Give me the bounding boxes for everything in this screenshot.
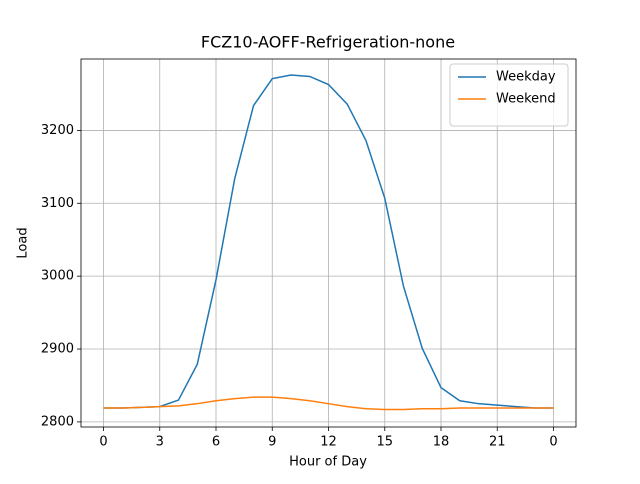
plot-frame xyxy=(80,58,577,428)
x-tick-label: 3 xyxy=(156,435,164,450)
x-axis-label: Hour of Day xyxy=(289,455,367,470)
y-tick-label: 2900 xyxy=(41,342,74,357)
x-tick-label: 0 xyxy=(549,435,557,450)
y-tick-label: 3200 xyxy=(41,123,74,138)
x-tick-label: 12 xyxy=(320,435,337,450)
x-tick-label: 21 xyxy=(489,435,506,450)
legend-label: Weekday xyxy=(496,70,556,85)
y-tick-label: 3100 xyxy=(41,196,74,211)
chart-title: FCZ10-AOFF-Refrigeration-none xyxy=(201,33,455,52)
x-tick-label: 0 xyxy=(99,435,107,450)
x-tick-label: 9 xyxy=(268,435,276,450)
y-tick-label: 3000 xyxy=(41,269,74,284)
x-tick-label: 6 xyxy=(212,435,220,450)
y-axis-label: Load xyxy=(16,227,31,258)
legend-box xyxy=(449,63,569,127)
data-line xyxy=(103,74,554,409)
data-line xyxy=(103,396,554,411)
legend-label: Weekend xyxy=(496,92,556,107)
y-tick-label: 2800 xyxy=(41,414,74,429)
x-tick-label: 15 xyxy=(376,435,393,450)
x-tick-label: 18 xyxy=(433,435,450,450)
